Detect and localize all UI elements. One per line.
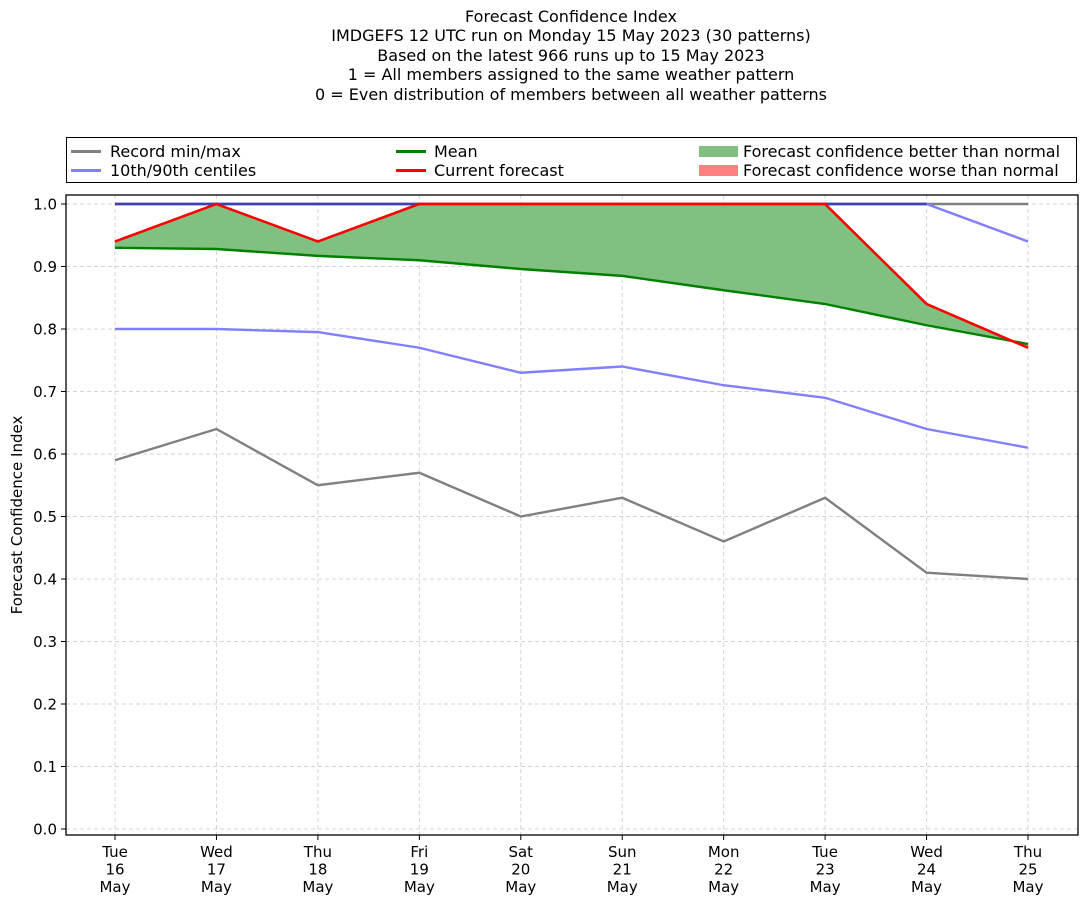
x-tick-label-line: May bbox=[201, 878, 232, 896]
x-tick-label-line: 22 bbox=[714, 861, 733, 879]
chart-subtitle-scale-0: 0 = Even distribution of members between… bbox=[314, 84, 828, 104]
x-tick-label-line: May bbox=[810, 878, 841, 896]
y-tick-label: 0.8 bbox=[33, 321, 57, 339]
x-tick-label-line: Thu bbox=[1013, 843, 1042, 861]
series-line-10th-centile bbox=[115, 327, 1029, 449]
x-tick-label: Tue 16 May bbox=[99, 843, 130, 896]
series-line-record-min bbox=[114, 427, 1029, 581]
x-tick-label: Mon 22 May bbox=[708, 843, 740, 896]
y-tick-label: 0.6 bbox=[33, 446, 57, 464]
chart-title-block: Forecast Confidence Index IMDGEFS 12 UTC… bbox=[0, 7, 1092, 104]
series-lines bbox=[114, 202, 1029, 581]
plot-frame bbox=[65, 194, 1079, 836]
x-tick-label-line: May bbox=[708, 878, 739, 896]
y-tick-label: 0.7 bbox=[33, 383, 57, 401]
fill-better-than-normal bbox=[317, 203, 420, 261]
fill-better-than-normal bbox=[723, 203, 826, 305]
x-tick-label: Thu 18 May bbox=[302, 843, 333, 896]
legend-label-record: Record min/max bbox=[110, 142, 241, 161]
x-tick-label: Fri 19 May bbox=[404, 843, 435, 896]
x-tick-label-line: Sat bbox=[508, 843, 533, 861]
x-tick-label-line: 17 bbox=[207, 861, 226, 879]
x-tick-label-line: 21 bbox=[613, 861, 632, 879]
legend-swatch-centiles bbox=[71, 169, 101, 172]
x-tick-label-line: 19 bbox=[410, 861, 429, 879]
legend-label-current: Current forecast bbox=[434, 161, 564, 180]
y-tick-label: 0.2 bbox=[33, 696, 57, 714]
legend-swatch-worse bbox=[699, 165, 738, 176]
chart-subtitle-scale-1: 1 = All members assigned to the same wea… bbox=[347, 65, 795, 85]
chart-subtitle-run: IMDGEFS 12 UTC run on Monday 15 May 2023… bbox=[331, 26, 811, 46]
x-tick-label-line: May bbox=[1012, 878, 1043, 896]
x-tick-label: Thu 25 May bbox=[1012, 843, 1043, 896]
x-tick-label: Tue 23 May bbox=[810, 843, 841, 896]
x-tick-label-line: Tue bbox=[811, 843, 838, 861]
chart-subtitle-based-on: Based on the latest 966 runs up to 15 Ma… bbox=[377, 45, 765, 65]
legend-swatch-mean bbox=[396, 150, 426, 153]
x-tick-label-line: May bbox=[505, 878, 536, 896]
x-tick-label-line: May bbox=[607, 878, 638, 896]
x-tick-label-line: Fri bbox=[410, 843, 428, 861]
series-line-mean bbox=[114, 246, 1029, 346]
x-tick-label-line: 18 bbox=[308, 861, 327, 879]
x-tick-label-line: Tue bbox=[101, 843, 128, 861]
x-tick-label-line: 25 bbox=[1018, 861, 1037, 879]
grid-lines bbox=[66, 195, 1078, 835]
fill-better-than-normal bbox=[520, 203, 623, 277]
x-tick-label-line: 23 bbox=[816, 861, 835, 879]
x-tick-label-line: 24 bbox=[917, 861, 936, 879]
y-tick-label: 0.0 bbox=[33, 821, 57, 839]
fill-better-than-normal bbox=[216, 203, 319, 257]
x-tick-label-line: May bbox=[99, 878, 130, 896]
legend-label-centiles: 10th/90th centiles bbox=[110, 161, 257, 180]
x-tick-label-line: Mon bbox=[708, 843, 740, 861]
x-tick-label-line: May bbox=[302, 878, 333, 896]
x-tick-label-line: May bbox=[911, 878, 942, 896]
x-tick-label: Sat 20 May bbox=[505, 843, 536, 896]
x-tick-label-line: Thu bbox=[303, 843, 332, 861]
x-tick-label-line: 16 bbox=[105, 861, 124, 879]
legend-label-better: Forecast confidence better than normal bbox=[743, 142, 1061, 161]
x-tick-label-line: May bbox=[404, 878, 435, 896]
y-tick-label: 0.3 bbox=[33, 633, 57, 651]
x-tick-label-line: Wed bbox=[910, 843, 943, 861]
x-tick-label: Sun 21 May bbox=[607, 843, 638, 896]
legend-label-worse: Forecast confidence worse than normal bbox=[743, 161, 1059, 180]
y-tick-label: 0.4 bbox=[33, 571, 57, 589]
confidence-fill-areas bbox=[114, 203, 1029, 349]
y-tick-label: 0.5 bbox=[33, 508, 57, 526]
legend-label-mean: Mean bbox=[434, 142, 478, 161]
fill-better-than-normal bbox=[419, 203, 522, 270]
x-tick-label-line: Sun bbox=[608, 843, 637, 861]
y-axis-title: Forecast Confidence Index bbox=[8, 416, 26, 615]
x-tick-label-line: 20 bbox=[511, 861, 530, 879]
legend-swatch-current bbox=[396, 169, 426, 172]
x-tick-label-line: Wed bbox=[200, 843, 233, 861]
chart-title: Forecast Confidence Index bbox=[465, 7, 677, 26]
y-tick-label: 0.1 bbox=[33, 758, 57, 776]
y-tick-label: 1.0 bbox=[33, 196, 57, 214]
legend-swatch-record bbox=[71, 150, 101, 153]
legend-swatch-better bbox=[699, 146, 738, 157]
y-tick-label: 0.9 bbox=[33, 258, 57, 276]
chart-legend: Record min/max 10th/90th centiles Mean C… bbox=[66, 137, 1077, 183]
x-tick-label: Wed 24 May bbox=[910, 843, 943, 896]
x-tick-label: Wed 17 May bbox=[200, 843, 233, 896]
series-line-current-forecast-top bbox=[114, 202, 1029, 349]
